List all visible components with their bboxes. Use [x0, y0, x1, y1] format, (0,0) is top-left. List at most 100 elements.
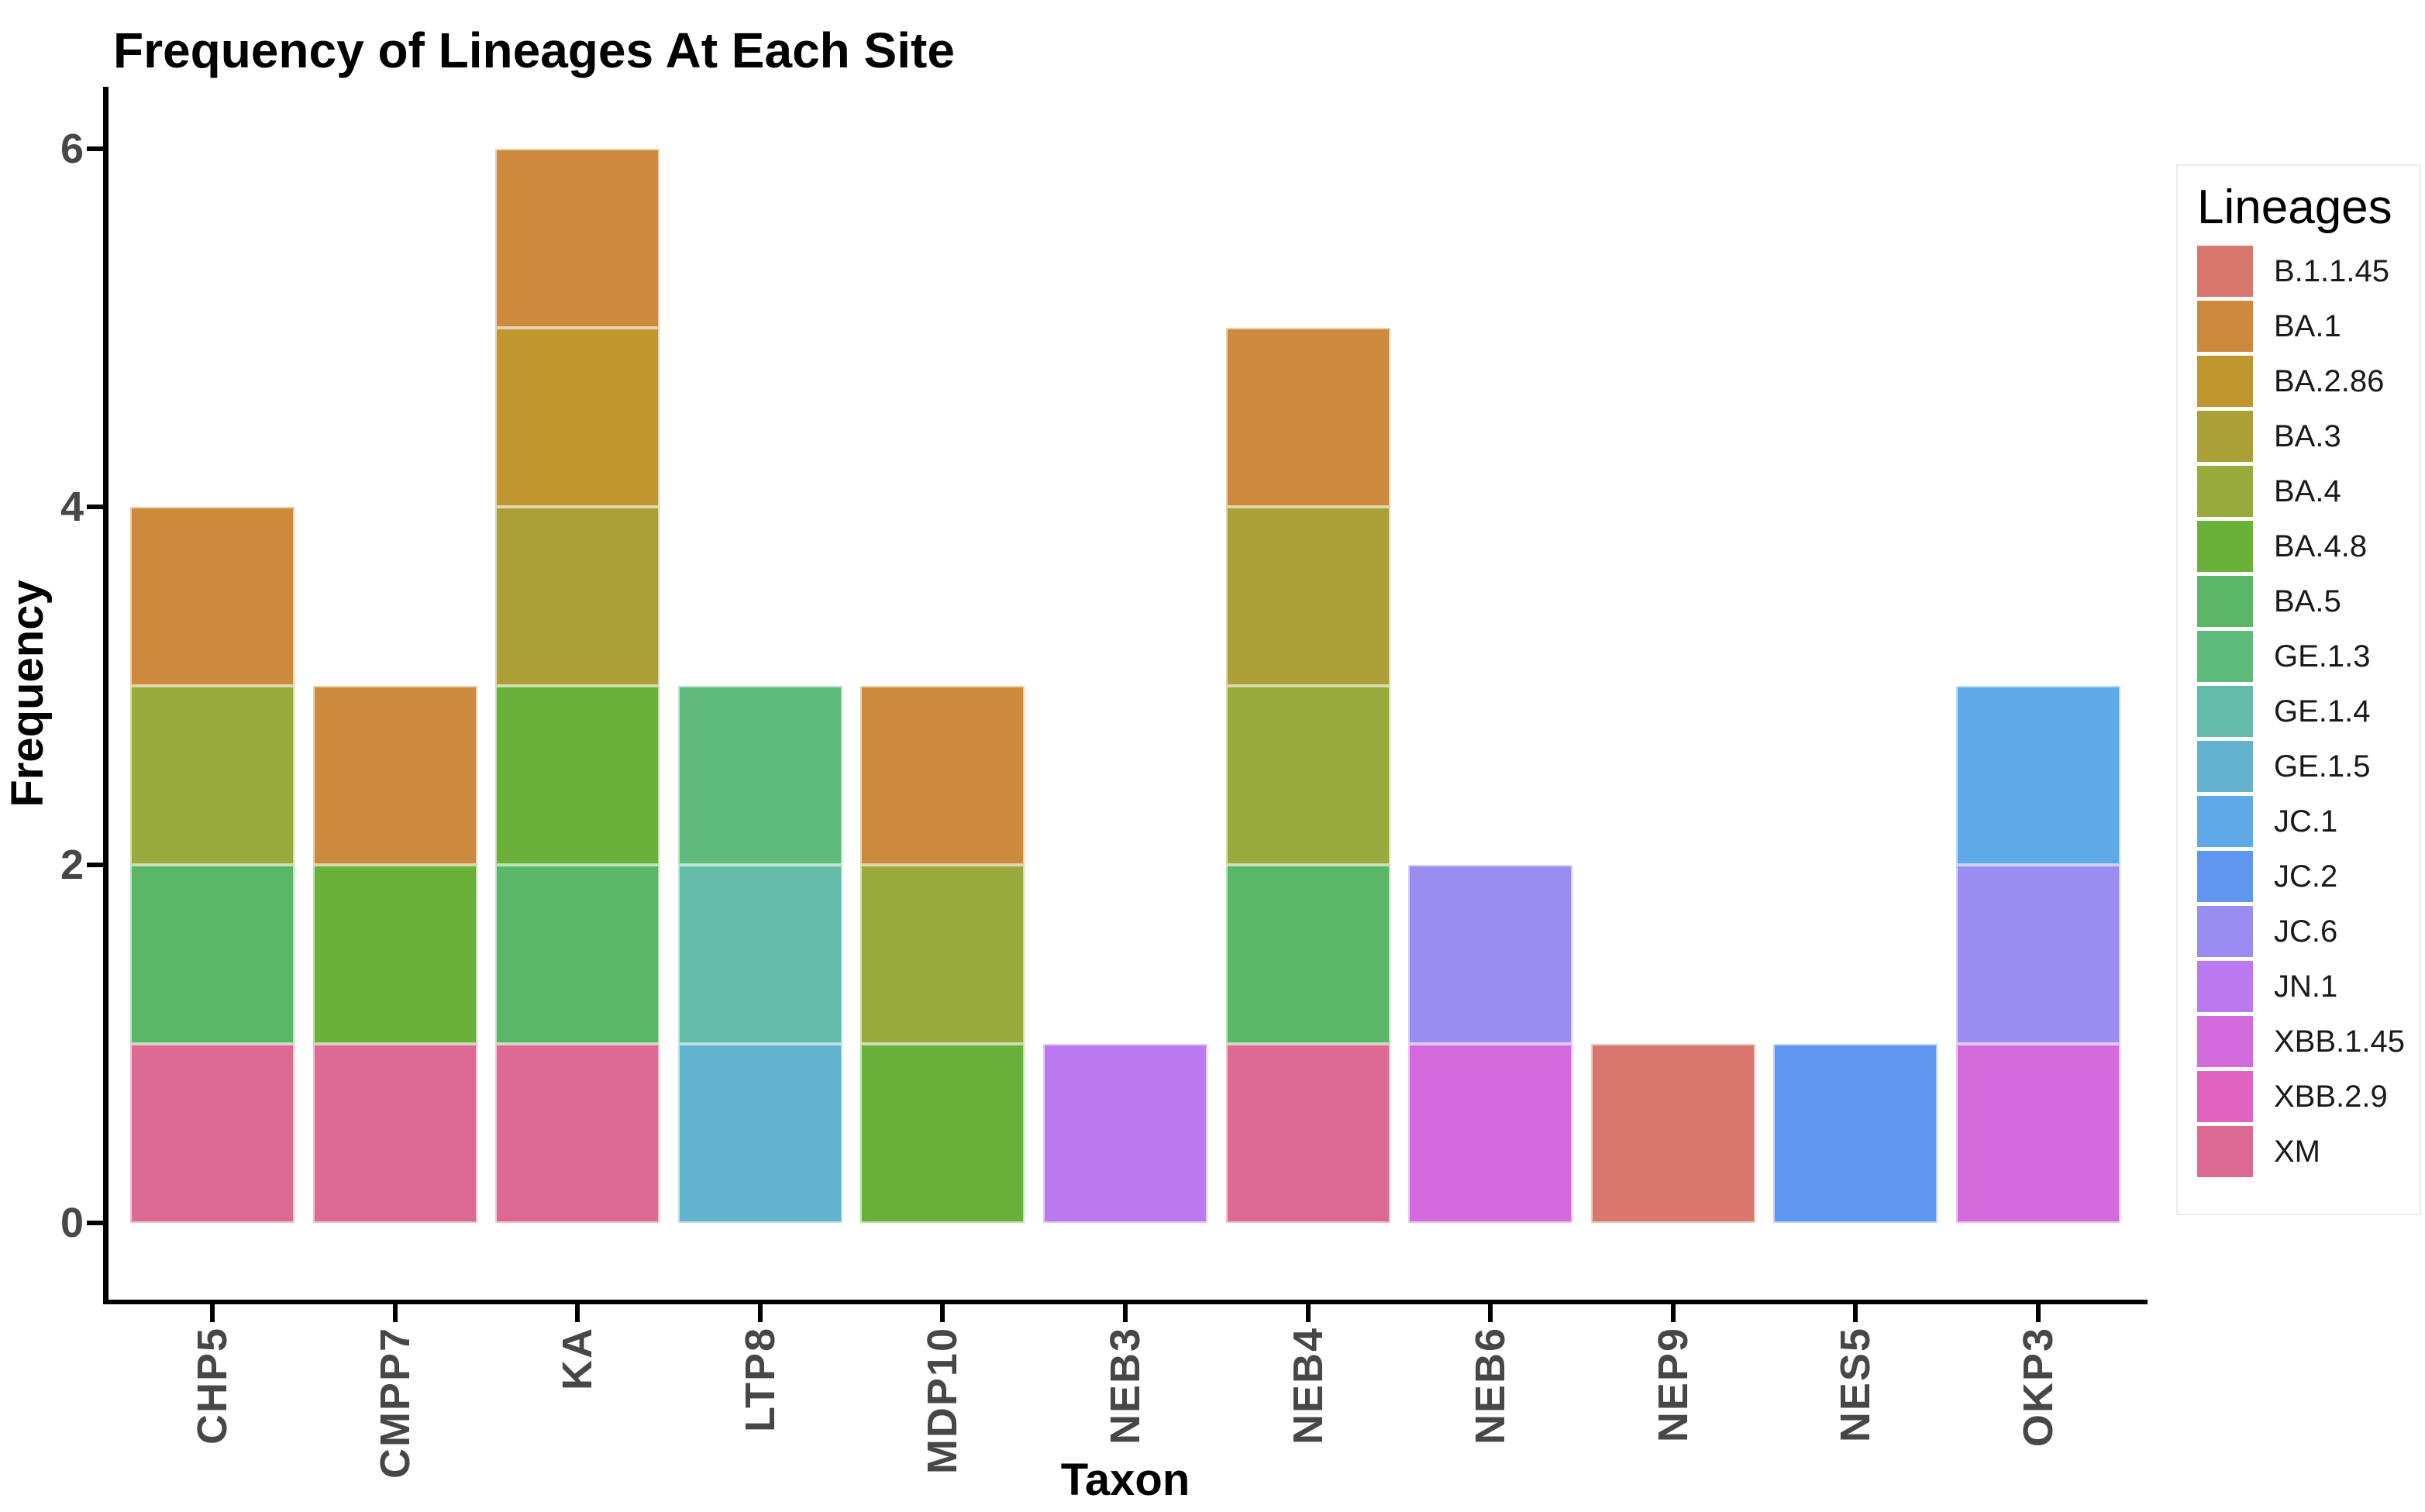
x-tick-label: NEB3	[1102, 1327, 1149, 1445]
legend-swatch	[2197, 521, 2253, 572]
bar-segment-JC.2	[1773, 1044, 1938, 1223]
x-tick	[210, 1304, 215, 1322]
legend-label: JN.1	[2274, 969, 2338, 1004]
legend-label: BA.4.8	[2274, 529, 2368, 563]
legend-swatch	[2197, 961, 2253, 1012]
bar-segment-BA.5	[1225, 865, 1390, 1044]
y-tick-label: 0	[60, 1200, 84, 1246]
bar-segment-BA.3	[1225, 507, 1390, 686]
x-tick	[1853, 1304, 1858, 1322]
legend-label: BA.3	[2274, 418, 2341, 453]
bar-segment-BA.1	[860, 686, 1025, 865]
legend-label: JC.1	[2274, 804, 2338, 839]
legend-item: BA.1	[2197, 301, 2420, 352]
bar-NES5	[1773, 1044, 1938, 1223]
bar-segment-XM	[312, 1044, 477, 1223]
x-tick	[392, 1304, 398, 1322]
legend-swatch	[2197, 741, 2253, 792]
bar-segment-JC.1	[1955, 686, 2120, 865]
legend-swatch	[2197, 1126, 2253, 1177]
legend-label: BA.4	[2274, 474, 2341, 508]
bar-segment-BA.4.8	[495, 686, 660, 865]
x-tick-label: MDP10	[919, 1327, 966, 1475]
legend-swatch	[2197, 631, 2253, 682]
legend-label: GE.1.5	[2274, 749, 2371, 784]
legend-swatch	[2197, 796, 2253, 847]
x-tick-label: CHP5	[189, 1327, 236, 1445]
legend-swatch	[2197, 576, 2253, 627]
legend-title: Lineages	[2197, 181, 2392, 234]
bar-segment-JN.1	[1043, 1044, 1207, 1223]
legend-label: JC.2	[2274, 859, 2338, 894]
y-tick	[87, 1221, 104, 1225]
bar-segment-BA.4.8	[860, 1044, 1025, 1223]
x-tick	[2035, 1304, 2041, 1322]
bar-NEB3	[1043, 1044, 1207, 1223]
y-tick-label: 2	[60, 842, 84, 888]
legend-item: JC.2	[2197, 851, 2420, 902]
bar-segment-BA.4	[1225, 686, 1390, 865]
legend-label: BA.5	[2274, 584, 2341, 618]
y-tick	[87, 863, 104, 867]
x-tick	[1123, 1304, 1128, 1322]
bar-segment-B.1.1.45	[1590, 1044, 1755, 1223]
bar-segment-JC.6	[1955, 865, 2120, 1044]
legend-swatch	[2197, 851, 2253, 902]
bar-CMPP7	[312, 686, 477, 1223]
x-tick-label: OKP3	[2014, 1327, 2062, 1448]
legend-label: B.1.1.45	[2274, 253, 2390, 288]
bar-segment-GE.1.4	[677, 865, 842, 1044]
x-tick-label: LTP8	[736, 1327, 784, 1433]
bar-NEP9	[1590, 1044, 1755, 1223]
legend-item: XBB.2.9	[2197, 1071, 2420, 1122]
x-tick-label: NES5	[1832, 1327, 1879, 1443]
bar-segment-BA.5	[130, 865, 295, 1044]
bar-MDP10	[860, 686, 1025, 1223]
legend-swatch	[2197, 1016, 2253, 1067]
bar-segment-XBB.1.45	[1955, 1044, 2120, 1223]
legend-label: XBB.1.45	[2274, 1024, 2406, 1059]
y-tick-label: 6	[60, 126, 84, 172]
legend-swatch	[2197, 906, 2253, 957]
x-tick	[1305, 1304, 1311, 1322]
legend-item: JC.1	[2197, 796, 2420, 847]
bar-segment-BA.4	[130, 686, 295, 865]
legend-label: XBB.2.9	[2274, 1079, 2388, 1114]
legend-item: BA.4	[2197, 466, 2420, 517]
bar-segment-BA.3	[495, 507, 660, 686]
x-tick	[575, 1304, 580, 1322]
bar-OKP3	[1955, 686, 2120, 1223]
legend-label: BA.2.86	[2274, 363, 2385, 398]
bar-segment-XM	[1225, 1044, 1390, 1223]
legend-swatch	[2197, 301, 2253, 352]
bar-segment-XM	[495, 1044, 660, 1223]
bar-segment-GE.1.3	[677, 686, 842, 865]
legend-item: BA.5	[2197, 576, 2420, 627]
legend-label: XM	[2274, 1134, 2320, 1169]
legend-swatch	[2197, 246, 2253, 297]
legend-swatch	[2197, 411, 2253, 462]
legend-item: JC.6	[2197, 906, 2420, 957]
legend-item: GE.1.3	[2197, 631, 2420, 682]
legend-swatch	[2197, 1071, 2253, 1122]
x-axis-title: Taxon	[1060, 1455, 1190, 1505]
bar-segment-XM	[130, 1044, 295, 1223]
bar-segment-BA.4.8	[312, 865, 477, 1044]
legend-item: BA.4.8	[2197, 521, 2420, 572]
bar-segment-BA.1	[1225, 328, 1390, 507]
bar-segment-BA.1	[495, 149, 660, 328]
bar-KA	[495, 149, 660, 1223]
bar-NEB4	[1225, 328, 1390, 1223]
bar-segment-XBB.1.45	[1408, 1044, 1573, 1223]
bar-segment-BA.1	[130, 507, 295, 686]
x-tick-label: NEB4	[1284, 1327, 1331, 1445]
legend-item: GE.1.5	[2197, 741, 2420, 792]
legend-swatch	[2197, 356, 2253, 407]
bar-segment-GE.1.5	[677, 1044, 842, 1223]
x-tick-label: CMPP7	[371, 1327, 419, 1479]
legend-item: XBB.1.45	[2197, 1016, 2420, 1067]
legend-item: GE.1.4	[2197, 686, 2420, 737]
x-tick-label: NEB6	[1467, 1327, 1514, 1445]
bar-segment-JC.6	[1408, 865, 1573, 1044]
